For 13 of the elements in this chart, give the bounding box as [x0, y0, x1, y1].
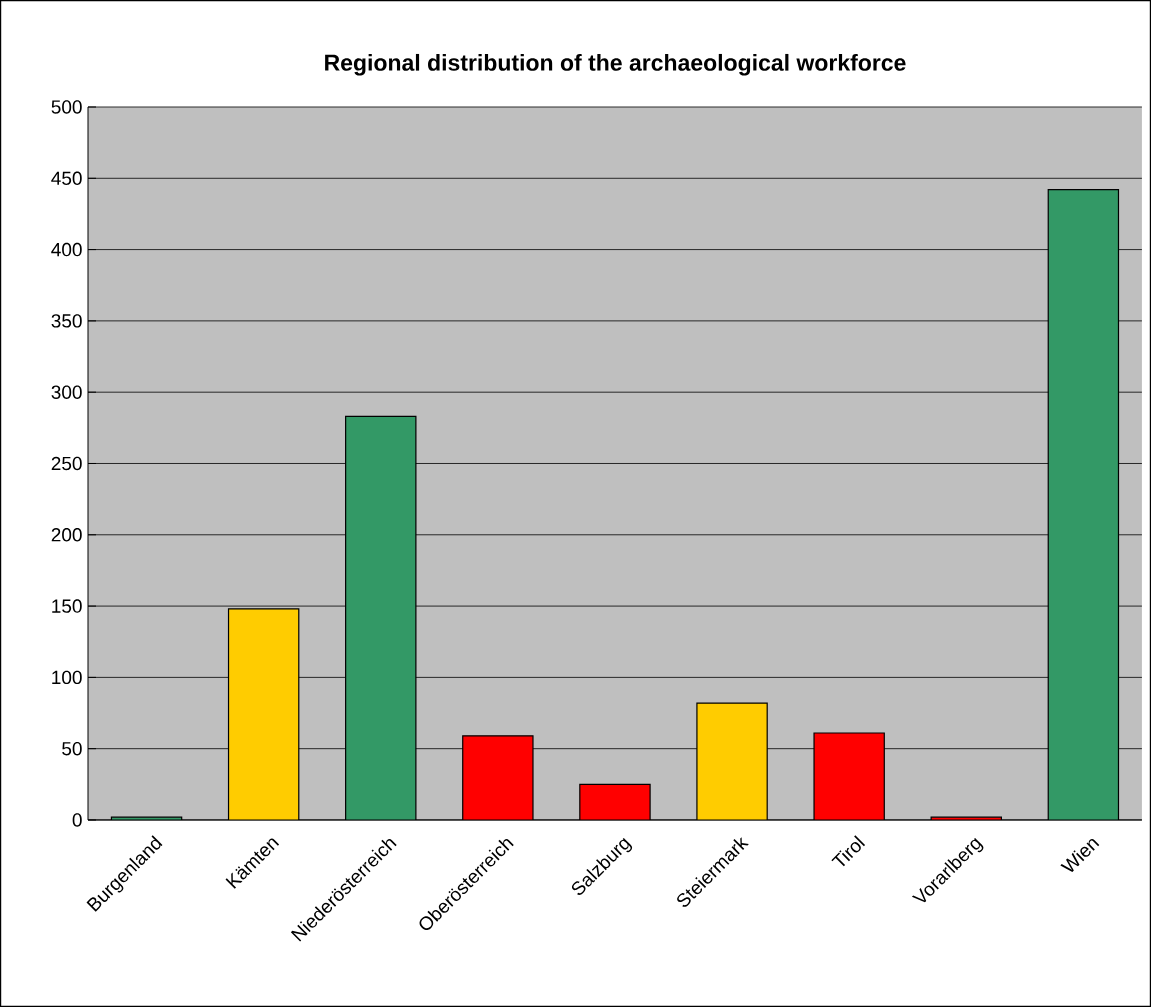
x-tick-label: Tirol: [831, 835, 866, 867]
y-tick-label: 450: [51, 171, 82, 186]
y-tick-label: 350: [51, 314, 82, 328]
y-tick-label: 0: [72, 813, 82, 827]
y-tick-label: 500: [51, 100, 82, 114]
y-tick-label: 150: [52, 599, 82, 613]
y-tick-label: 400: [51, 242, 82, 257]
y-tick-label: 100: [52, 670, 82, 685]
y-tick-label: 300: [51, 385, 82, 399]
chart-title: Regional distribution of the archaeological workforce: [325, 53, 906, 76]
y-tick-label: 250: [51, 456, 82, 471]
y-tick-label: 200: [51, 528, 82, 542]
y-tick-label: 50: [62, 741, 82, 756]
